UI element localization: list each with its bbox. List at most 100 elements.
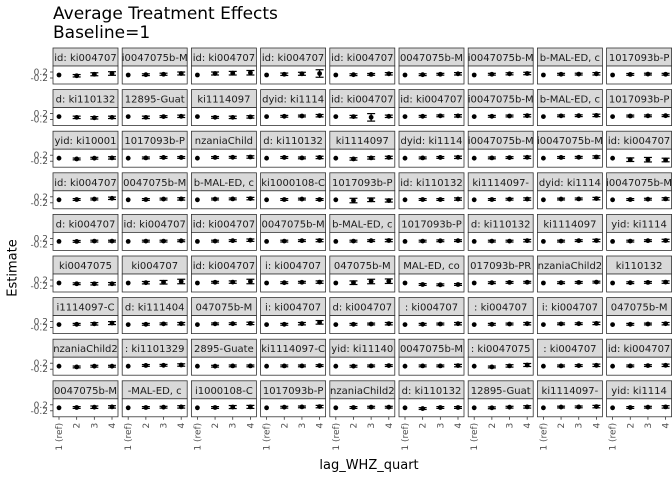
- facet-strip-label: yid: ki11140: [331, 344, 393, 355]
- data-point: [195, 239, 200, 244]
- facet-panel: [260, 315, 327, 335]
- facet-strip-label: 047075b-M: [334, 261, 391, 272]
- data-point: [489, 405, 495, 411]
- facet-panel: [190, 273, 257, 293]
- data-point: [125, 155, 131, 161]
- data-point: [178, 279, 184, 284]
- y-tick-label: -0.2: [30, 407, 48, 417]
- facet-panel: [52, 148, 119, 168]
- facet-panel: [467, 315, 534, 335]
- data-point: [402, 72, 408, 78]
- x-tick-label: 3: [367, 423, 377, 429]
- data-point: [610, 405, 615, 411]
- data-point: [663, 362, 668, 368]
- data-point: [663, 279, 668, 285]
- data-point: [212, 114, 218, 120]
- data-point: [56, 280, 62, 286]
- data-point: [541, 72, 546, 78]
- data-point: [178, 362, 184, 368]
- facet-panel: [52, 273, 119, 293]
- data-point: [507, 404, 512, 410]
- data-point: [420, 406, 426, 411]
- data-point: [281, 113, 287, 119]
- data-point: [281, 71, 287, 77]
- data-point: [489, 238, 495, 244]
- facet-panel: [121, 273, 188, 293]
- facet-panel: [329, 315, 396, 335]
- data-point: [594, 113, 599, 118]
- data-point: [281, 197, 287, 202]
- facet-strip-label: 0047075b-M: [54, 386, 117, 397]
- facet-strip-label: id: ki004707: [193, 53, 255, 64]
- data-point: [125, 363, 131, 369]
- x-tick-label: 2: [211, 423, 221, 429]
- data-point: [663, 113, 668, 119]
- data-point: [125, 322, 131, 327]
- facet-panel: [52, 398, 119, 418]
- data-point: [594, 404, 599, 409]
- x-tick-label: 2: [280, 423, 290, 429]
- data-point: [56, 239, 62, 244]
- data-point: [558, 321, 564, 327]
- x-tick-label: 4: [246, 423, 256, 429]
- facet-strip-label: 0047075b-M: [400, 344, 463, 355]
- data-point: [74, 321, 80, 327]
- data-point: [627, 157, 633, 163]
- data-point: [541, 155, 546, 161]
- data-point: [645, 280, 651, 285]
- data-point: [471, 114, 477, 119]
- facet-panel: [398, 356, 465, 376]
- y-tick-label: 0.2: [34, 359, 48, 369]
- facet-strip-label: i: ki004707: [265, 261, 321, 272]
- facet-panel: [121, 356, 188, 376]
- data-point: [333, 405, 339, 411]
- data-point: [317, 319, 322, 325]
- x-tick-label: 1 (ref): [609, 423, 619, 451]
- data-point: [610, 280, 615, 286]
- data-point: [56, 363, 62, 369]
- data-point: [386, 71, 392, 77]
- facet-strip-label: id: ki004707: [123, 219, 185, 230]
- y-tick-label: 0.2: [34, 276, 48, 286]
- facet-panel: [329, 190, 396, 210]
- facet-panel: [398, 190, 465, 210]
- data-point: [299, 155, 305, 161]
- data-point: [489, 155, 495, 161]
- facet-strip-label: 1017093b-P: [401, 219, 462, 230]
- y-tick-label: 0.2: [34, 68, 48, 78]
- data-point: [594, 362, 599, 368]
- x-tick-label: 2: [142, 423, 152, 429]
- data-point: [402, 322, 408, 327]
- facet-panel: [52, 231, 119, 251]
- data-point: [74, 364, 80, 370]
- data-point: [420, 282, 426, 287]
- facet-panel: [190, 65, 257, 85]
- data-point: [594, 154, 599, 160]
- facet-strip-label: nzaniaChild: [195, 136, 253, 147]
- data-point: [471, 197, 477, 203]
- data-point: [125, 197, 131, 203]
- data-point: [524, 71, 530, 76]
- data-point: [281, 238, 287, 244]
- data-point: [645, 113, 651, 119]
- data-point: [125, 239, 131, 244]
- facet-panel: [329, 398, 396, 418]
- facet-strip-label: ki1114097: [197, 95, 250, 106]
- data-point: [109, 71, 115, 76]
- facet-strip-label: yid: ki10001: [55, 136, 117, 147]
- facet-strip-label: yid: ki1114: [611, 219, 667, 230]
- x-tick-label: 4: [662, 423, 672, 429]
- facet-panel: [121, 65, 188, 85]
- data-point: [455, 113, 461, 119]
- data-point: [386, 404, 392, 410]
- x-tick-label: 1 (ref): [55, 423, 65, 451]
- data-point: [455, 405, 461, 410]
- data-point: [299, 71, 305, 77]
- data-point: [507, 71, 512, 77]
- data-point: [437, 155, 443, 160]
- facet-strip-label: i0047075b-M: [468, 53, 534, 64]
- data-point: [195, 72, 200, 78]
- facet-panel: [329, 65, 396, 85]
- data-point: [143, 114, 149, 120]
- data-point: [420, 113, 426, 119]
